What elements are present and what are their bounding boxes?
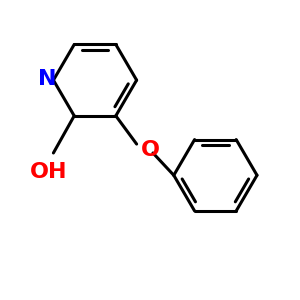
Text: OH: OH xyxy=(30,163,67,182)
Text: O: O xyxy=(140,140,160,160)
Text: N: N xyxy=(38,69,56,89)
